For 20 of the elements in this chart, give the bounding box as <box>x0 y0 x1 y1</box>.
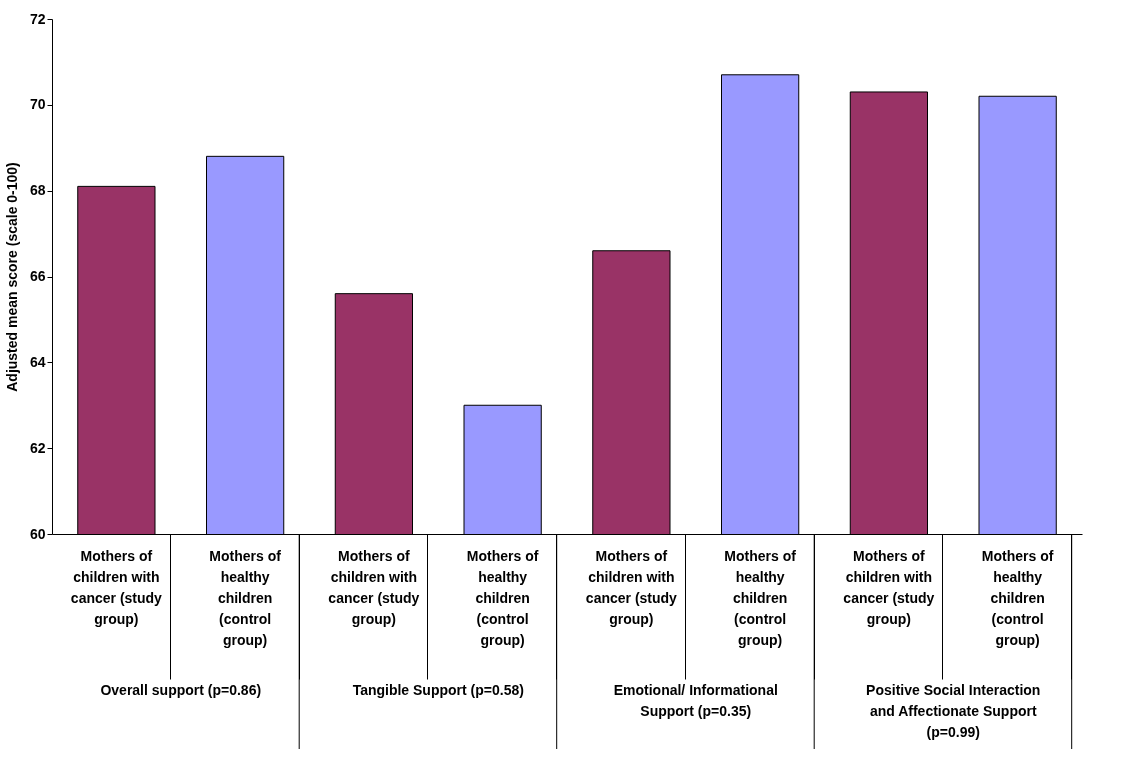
x-tick-label: Mothers of children with cancer (study group) <box>70 548 163 627</box>
x-tick-label: Mothers of healthy children (control group) <box>209 548 282 648</box>
text: Overall support (p=0.86) <box>100 682 262 698</box>
x-tick-label: Mothers of children with cancer (study group) <box>843 548 935 627</box>
text: Positive Social Interaction and Affectionate Support (p=0.99) <box>866 682 1041 740</box>
x-tick-label: Mothers of children with cancer (study group) <box>328 548 420 627</box>
x-tick-label: Mothers of healthy children (control group) <box>724 548 797 648</box>
y-axis-title: Adjusted mean score (scale 0-100) <box>3 162 20 392</box>
y-tick-label: 62 <box>29 439 46 456</box>
text: Emotional/ Informational Support (p=0.35) <box>613 682 778 719</box>
x-tick-label: Mothers of healthy children (control group) <box>466 548 539 648</box>
y-tick-label: 68 <box>29 182 46 199</box>
x-tick-label: Mothers of children with cancer (study group) <box>585 548 678 627</box>
y-tick-label: 66 <box>29 268 46 284</box>
y-tick-label: 70 <box>29 96 46 113</box>
y-tick-label: 72 <box>29 10 46 27</box>
y-tick-label: 60 <box>29 525 46 542</box>
text: Tangible Support (p=0.58) <box>352 682 524 698</box>
x-tick-label: Mothers of healthy children (control group) <box>981 548 1054 648</box>
y-tick-label: 64 <box>29 353 46 370</box>
